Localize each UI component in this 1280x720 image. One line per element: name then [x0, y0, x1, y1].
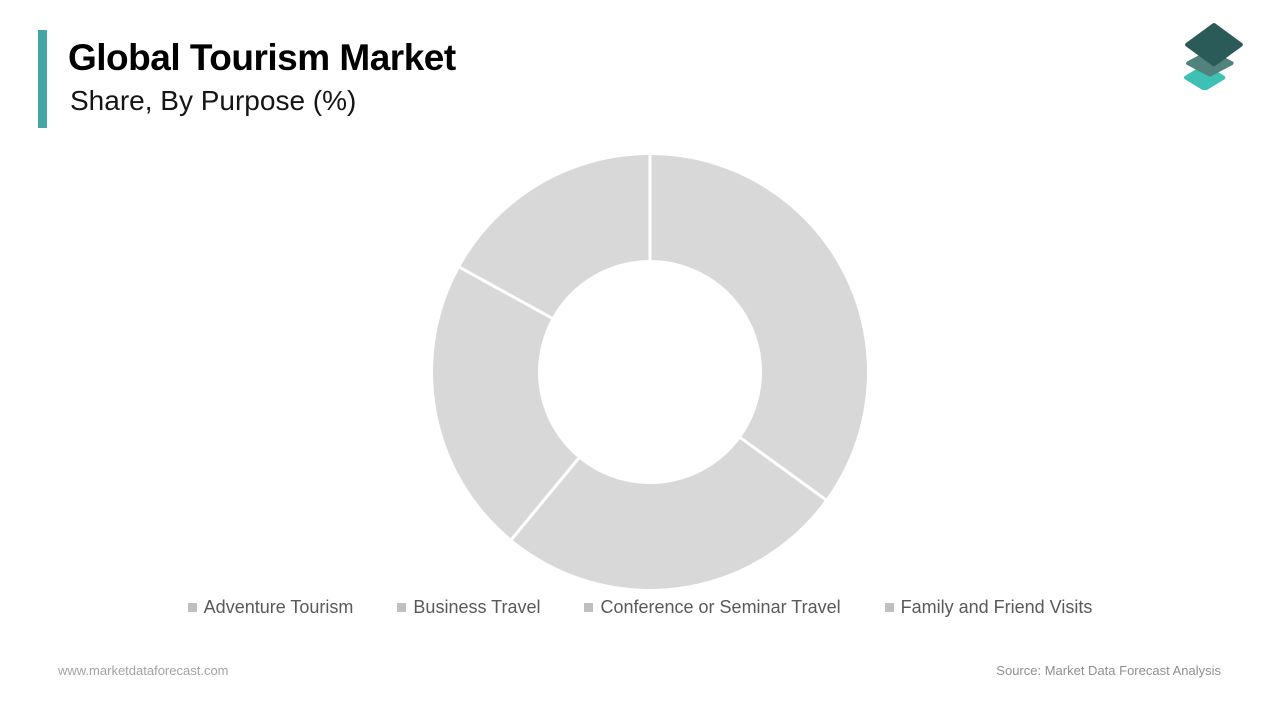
- donut-chart-area: [420, 142, 880, 602]
- legend-marker-square-icon: [187, 603, 197, 612]
- chart-legend: Adventure Tourism Business Travel Conferen…: [0, 597, 1280, 618]
- title-accent-bar: [38, 30, 47, 128]
- legend-label: Conference or Seminar Travel: [600, 597, 841, 617]
- page-subtitle: Share, By Purpose (%): [70, 85, 357, 116]
- legend-item: Adventure Tourism: [187, 597, 354, 618]
- donut-segment-divider: [509, 455, 582, 542]
- legend-label: Business Travel: [413, 597, 541, 617]
- legend-marker-square-icon: [884, 603, 894, 612]
- market-data-forecast-logo-icon: [1184, 23, 1243, 90]
- logo-layer-top: [1185, 23, 1243, 67]
- legend-item: Family and Friend Visits: [884, 597, 1093, 618]
- legend-label: Family and Friend Visits: [900, 597, 1093, 617]
- legend-label: Adventure Tourism: [203, 597, 354, 617]
- footer-website: www.marketdataforecast.com: [58, 663, 229, 678]
- donut-segment: [511, 437, 826, 589]
- donut-segment: [650, 155, 867, 500]
- donut-segment-divider: [738, 435, 829, 502]
- donut-segment: [459, 155, 650, 319]
- legend-marker-square-icon: [397, 603, 407, 612]
- donut-segment-divider: [457, 265, 555, 321]
- donut-segment: [433, 267, 579, 540]
- page-title: Global Tourism Market: [68, 37, 456, 78]
- legend-marker-square-icon: [584, 603, 594, 612]
- donut-chart: [433, 153, 867, 589]
- footer-source: Source: Market Data Forecast Analysis: [996, 663, 1221, 678]
- legend-item: Conference or Seminar Travel: [584, 597, 841, 618]
- legend-item: Business Travel: [397, 597, 540, 618]
